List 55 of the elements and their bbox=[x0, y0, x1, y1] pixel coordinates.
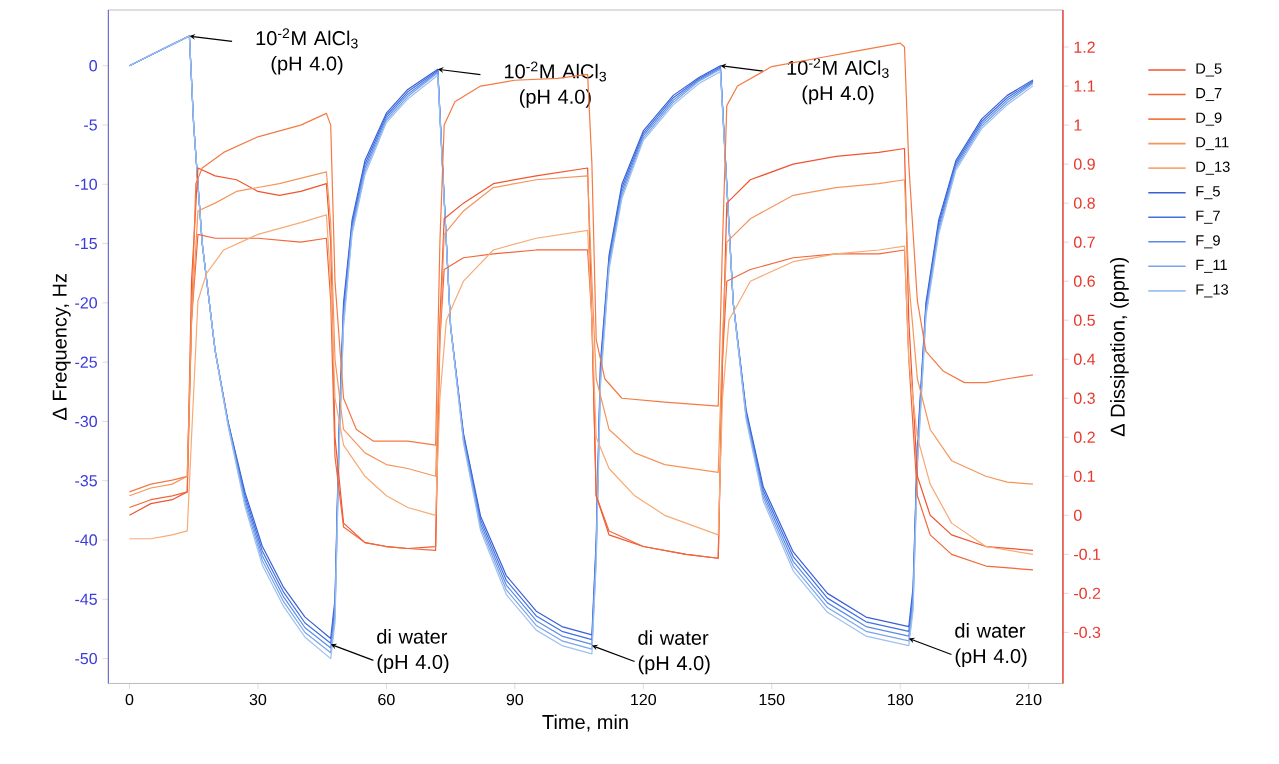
y2-axis-title: Δ Dissipation, (ppm) bbox=[1110, 258, 1129, 437]
legend-label: D_11 bbox=[1196, 137, 1229, 151]
y2-tick-label: 0.3 bbox=[1073, 392, 1095, 405]
y2-tick-label: 0.5 bbox=[1073, 314, 1095, 327]
x-tick-label: 60 bbox=[378, 694, 395, 706]
y-tick-label: -10 bbox=[75, 178, 98, 191]
legend-label: F_11 bbox=[1196, 260, 1227, 274]
legend-label: F_7 bbox=[1196, 210, 1220, 224]
y-axis-title: Δ Frequency, Hz bbox=[52, 274, 71, 421]
legend-label: D_9 bbox=[1196, 112, 1222, 126]
y2-tick-label: 0 bbox=[1073, 509, 1082, 522]
y2-tick-label: 1.1 bbox=[1074, 80, 1095, 92]
x-tick-label: 120 bbox=[631, 694, 657, 706]
x-axis-title: Time, min bbox=[542, 714, 628, 732]
x-tick-label: 150 bbox=[759, 694, 785, 706]
y-tick-label: -30 bbox=[75, 416, 98, 428]
y2-tick-label: 1.2 bbox=[1074, 41, 1095, 53]
x-tick-label: 30 bbox=[249, 694, 267, 706]
annotation: 10$^{-2}$M AlCl$_{3}$ (pH 4.0) bbox=[787, 58, 889, 105]
x-tick-label: 90 bbox=[506, 694, 524, 706]
y2-tick-label: 0.7 bbox=[1073, 236, 1095, 249]
y2-tick-label: -0.2 bbox=[1074, 587, 1101, 600]
annotation: 10$^{-2}$M AlCl$_{3}$ (pH 4.0) bbox=[256, 28, 358, 75]
legend-label: F_9 bbox=[1196, 235, 1220, 249]
y2-tick-label: 0.2 bbox=[1073, 431, 1095, 444]
y2-tick-label: 1 bbox=[1074, 119, 1082, 131]
annotation: di water (pH 4.0) bbox=[955, 623, 1027, 668]
y-tick-label: 0 bbox=[89, 60, 98, 72]
y-tick-label: -20 bbox=[75, 297, 98, 309]
x-tick-label: 0 bbox=[125, 694, 134, 706]
legend-label: D_13 bbox=[1196, 161, 1230, 175]
annotation: 10$^{-2}$M AlCl$_{3}$ (pH 4.0) bbox=[505, 61, 607, 109]
y2-tick-label: 0.6 bbox=[1073, 275, 1095, 288]
annotation: di water (pH 4.0) bbox=[377, 629, 449, 674]
legend-label: F_13 bbox=[1196, 284, 1229, 298]
y2-tick-label: 0.1 bbox=[1073, 470, 1095, 483]
y-tick-label: -5 bbox=[84, 119, 97, 131]
legend-label: F_5 bbox=[1196, 186, 1220, 200]
line-series bbox=[128, 171, 1034, 497]
x-tick-label: 210 bbox=[1016, 694, 1042, 706]
y2-tick-label: -0.1 bbox=[1074, 548, 1101, 561]
y-tick-label: -15 bbox=[75, 238, 97, 250]
y2-tick-label: 0.9 bbox=[1073, 158, 1095, 171]
x-tick-label: 180 bbox=[888, 694, 913, 706]
y-tick-label: -35 bbox=[75, 475, 97, 487]
annotation: di water (pH 4.0) bbox=[638, 630, 710, 675]
y-tick-label: -40 bbox=[75, 534, 98, 546]
y2-tick-label: 0.4 bbox=[1073, 353, 1096, 366]
legend-label: D_7 bbox=[1196, 88, 1222, 102]
y-tick-label: -45 bbox=[75, 593, 97, 606]
y-tick-label: -50 bbox=[75, 653, 98, 665]
y2-tick-label: 0.8 bbox=[1073, 197, 1095, 210]
y2-tick-label: -0.3 bbox=[1074, 626, 1101, 639]
y-tick-label: -25 bbox=[75, 356, 97, 369]
legend-label: D_5 bbox=[1196, 63, 1222, 77]
